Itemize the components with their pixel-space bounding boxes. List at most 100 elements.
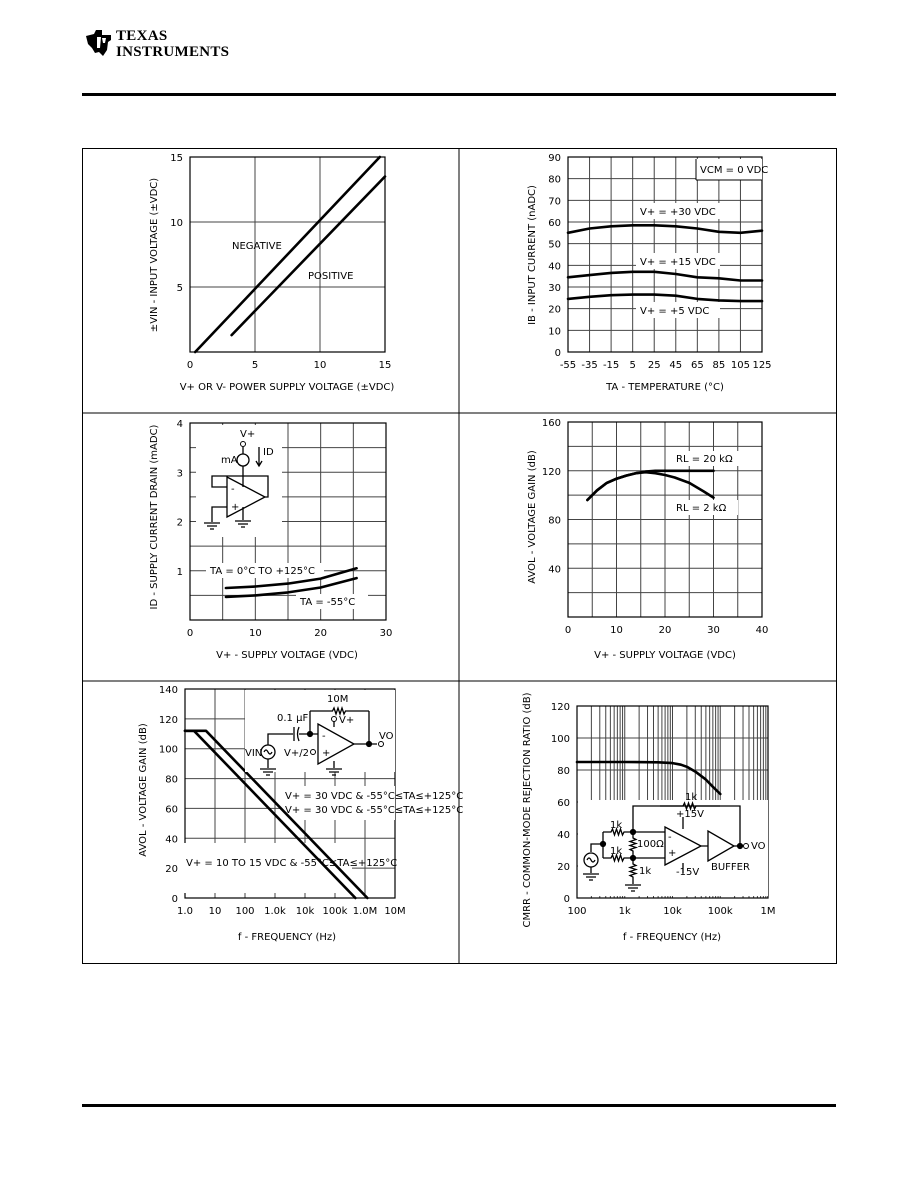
plus-label: + — [668, 848, 676, 859]
supply-terminal — [331, 716, 337, 722]
wire — [263, 749, 273, 755]
resistor-label: 1k — [610, 820, 622, 831]
x-axis-label: V+ OR V- POWER SUPPLY VOLTAGE (±VDC) — [180, 382, 395, 393]
label-background — [206, 563, 324, 578]
series-line-3 — [566, 293, 764, 303]
wire — [586, 857, 596, 873]
y-tick-label: 80 — [548, 175, 561, 186]
y-tick-label: 80 — [165, 775, 178, 786]
y-tick-label: 15 — [170, 153, 183, 164]
y-tick-label: 120 — [542, 467, 561, 478]
x-tick-label: 1.0k — [264, 906, 286, 917]
series-line-1 — [193, 155, 382, 354]
x-axis-label: TA - TEMPERATURE (°C) — [605, 382, 724, 393]
node-dot — [599, 840, 607, 848]
x-tick-label: 10M — [384, 906, 405, 917]
chart-1: 0 5 10 15 5 10 15 V+ OR V- POWER SUPPLY VOLTAGE… — [149, 153, 394, 393]
series-line-2 — [183, 729, 357, 900]
x-tick-label: 30 — [707, 625, 720, 636]
y-tick-label: 4 — [177, 419, 183, 430]
ti-bug-icon — [86, 30, 111, 56]
y-tick-label: 50 — [548, 240, 561, 251]
x-tick-label: 0 — [187, 628, 193, 639]
wire — [255, 447, 263, 468]
supply-label: -15V — [676, 867, 699, 878]
y-axis-label: IB - INPUT CURRENT (nADC) — [527, 185, 538, 325]
resistor-label: 100Ω — [637, 839, 664, 850]
y-tick-label: 0 — [555, 348, 561, 359]
series-line-1 — [566, 224, 764, 235]
wire — [603, 826, 633, 838]
x-tick-label: 105 — [731, 360, 750, 371]
y-tick-label: 40 — [548, 564, 561, 575]
label-background — [636, 302, 720, 318]
label-background — [636, 203, 720, 219]
node-dot — [736, 842, 744, 850]
wire — [293, 726, 300, 742]
gain-test-circuit: 0.1 µF 10M VIN V+/2 V+ VO - + — [245, 690, 395, 776]
series-label: V+ = +15 VDC — [640, 257, 716, 268]
x-tick-label: 1.0M — [353, 906, 378, 917]
y-axis-label: ±VIN - INPUT VOLTAGE (±VDC) — [149, 178, 160, 332]
chart-2: -55 -35 -15 5 25 45 65 85 105 125 0 10 20 30 40 50 60 70 8… — [527, 153, 772, 393]
series-label: TA = -55°C — [299, 597, 355, 608]
node-dot — [365, 740, 373, 748]
y-tick-label: 60 — [165, 804, 178, 815]
x-tick-label: 1.0 — [177, 906, 193, 917]
supply-label: V+ — [240, 429, 255, 440]
y-tick-label: 70 — [548, 196, 561, 207]
op-amp-symbol — [317, 722, 356, 766]
plot-frame — [567, 421, 763, 618]
series-line-1 — [224, 566, 358, 590]
supply-label: V+ — [339, 715, 354, 726]
resistor-label: 1k — [610, 846, 622, 857]
y-tick-label: 120 — [159, 715, 178, 726]
meter-label: mA — [221, 455, 238, 466]
series-label: TA = 0°C TO +125°C — [209, 566, 315, 577]
texas-instruments-logo: TEXAS INSTRUMENTS — [82, 26, 232, 66]
x-tick-label: 10 — [209, 906, 222, 917]
resistor-label: 10M — [327, 694, 348, 705]
y-tick-label: 80 — [548, 516, 561, 527]
resistor-label: 1k — [639, 866, 651, 877]
op-amp-symbol — [226, 475, 267, 519]
NEGATIVE-label: NEGATIVE — [232, 241, 282, 252]
wire — [260, 768, 276, 776]
output-label: VO — [751, 841, 766, 852]
x-tick-label: 85 — [713, 360, 726, 371]
series-label: RL = 2 kΩ — [676, 503, 727, 514]
x-axis-label: V+ - SUPPLY VOLTAGE (VDC) — [216, 650, 358, 661]
wire — [211, 466, 269, 522]
current-label: ID — [263, 447, 274, 458]
minus-label: - — [668, 832, 672, 843]
chart-5: 1.0 10 100 1.0k 10k 100k 1.0M 10M 0 20 40 60 80 100 12… — [138, 685, 406, 943]
y-tick-label: 1 — [177, 567, 183, 578]
supply-current-test-circuit: mA V+ ID - + — [196, 425, 282, 537]
y-tick-label: 60 — [548, 218, 561, 229]
y-tick-label: 140 — [159, 685, 178, 696]
x-tick-label: 10k — [296, 906, 315, 917]
wire — [603, 852, 633, 864]
y-axis-label: ID - SUPPLY CURRENT DRAIN (mADC) — [149, 424, 160, 609]
footer-rule — [82, 1104, 836, 1107]
x-tick-label: 100k — [323, 906, 348, 917]
x-tick-label: 0 — [187, 360, 193, 371]
plus-label: + — [322, 748, 330, 759]
y-tick-label: 20 — [548, 305, 561, 316]
y-tick-label: 90 — [548, 153, 561, 164]
x-tick-label: 45 — [669, 360, 682, 371]
y-tick-label: 40 — [557, 830, 570, 841]
x-tick-label: 65 — [691, 360, 704, 371]
x-tick-label: -55 — [560, 360, 576, 371]
wire — [583, 873, 599, 881]
x-tick-label: -35 — [581, 360, 597, 371]
x-tick-label: 15 — [379, 360, 392, 371]
y-tick-label: 5 — [177, 283, 183, 294]
output-terminal — [378, 741, 384, 747]
schematic-background — [196, 425, 282, 537]
logo-line2: INSTRUMENTS — [116, 44, 230, 60]
series-label: V+ = +5 VDC — [640, 306, 709, 317]
y-tick-label: 20 — [557, 862, 570, 873]
series-line-2 — [230, 175, 387, 337]
